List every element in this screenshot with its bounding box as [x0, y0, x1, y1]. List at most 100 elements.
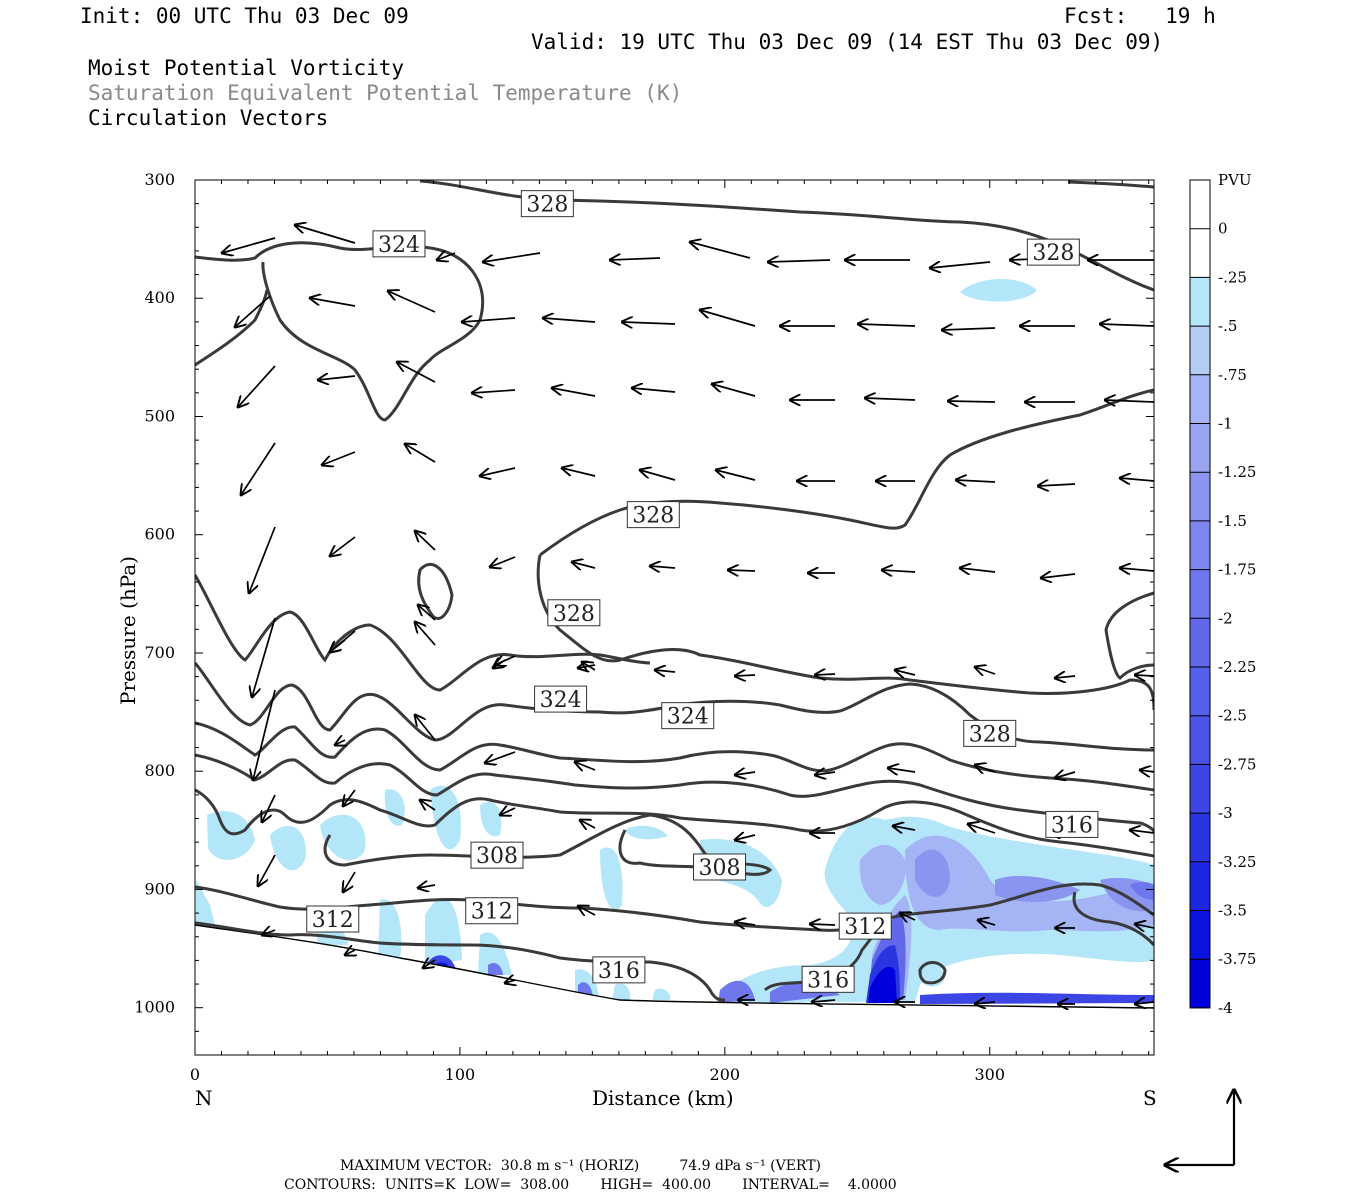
contour-label: 324	[534, 685, 588, 713]
circulation-vector	[420, 800, 436, 810]
circulation-vector	[815, 674, 836, 675]
y-tick-label: 900	[144, 879, 175, 898]
circulation-vector	[1120, 568, 1154, 571]
circulation-vector	[310, 298, 356, 307]
circulation-vector	[462, 318, 516, 322]
circulation-vector	[483, 252, 541, 262]
y-tick-label: 600	[144, 525, 175, 544]
terrain-line	[195, 924, 1154, 1009]
circulation-vector	[895, 670, 916, 675]
x-axis-label: Distance (km)	[592, 1086, 734, 1110]
colorbar-label: -3.5	[1218, 902, 1247, 920]
circulation-vector	[1105, 400, 1154, 402]
colorbar-label: -1.75	[1218, 561, 1256, 579]
colorbar-swatch	[1190, 910, 1210, 960]
circulation-vector	[948, 401, 996, 402]
circulation-vector	[865, 398, 916, 400]
init-time: Init: 00 UTC Thu 03 Dec 09	[80, 4, 409, 28]
circulation-vector	[485, 751, 516, 763]
circulation-vector	[415, 622, 436, 646]
colorbar-swatch	[1190, 959, 1210, 1008]
circulation-vector	[578, 906, 596, 915]
contour-label: 328	[1026, 238, 1080, 266]
svg-text:316: 316	[598, 959, 640, 984]
colorbar-label: -1.25	[1218, 463, 1256, 481]
circulation-vector	[238, 365, 276, 407]
circulation-vector	[262, 930, 276, 935]
pv-shading	[196, 278, 1154, 1004]
circulation-vector	[318, 376, 356, 380]
colorbar-label: 0	[1218, 220, 1228, 238]
contour-label: 308	[693, 853, 747, 881]
circulation-vector	[295, 225, 356, 244]
circulation-vector	[1055, 676, 1076, 678]
circulation-vector	[978, 920, 996, 925]
circulation-vector	[258, 854, 276, 886]
contour-label: 316	[801, 965, 855, 993]
colorbar-swatch	[1190, 861, 1210, 911]
x-tick-label: 300	[974, 1065, 1005, 1084]
circulation-vector	[1120, 478, 1154, 481]
svg-text:324: 324	[378, 233, 420, 258]
contour-label: 324	[372, 230, 426, 258]
x-tick-label: 200	[710, 1065, 741, 1084]
circulation-vector	[262, 794, 276, 822]
colorbar-swatch	[1190, 374, 1210, 424]
circulation-vector	[343, 871, 356, 892]
colorbar-label: -.75	[1218, 366, 1247, 384]
colorbar-swatch	[1190, 569, 1210, 619]
colorbar-swatch	[1190, 277, 1210, 327]
circulation-vector	[768, 260, 831, 262]
circulation-vector	[572, 562, 596, 568]
circulation-vector	[888, 768, 916, 772]
circulation-vector	[968, 824, 996, 834]
circulation-vector	[437, 253, 456, 260]
circulation-vector	[322, 451, 356, 465]
circulation-vector	[252, 617, 276, 697]
colorbar-swatch	[1190, 423, 1210, 473]
circulation-vector	[810, 924, 836, 925]
svg-text:324: 324	[540, 688, 582, 713]
colorbar-swatch	[1190, 472, 1210, 521]
y-tick-label: 1000	[134, 998, 175, 1017]
reference-vector	[1165, 1090, 1234, 1165]
contour-label: 328	[963, 719, 1017, 747]
circulation-vector	[1135, 1002, 1154, 1004]
circulation-vector	[1135, 675, 1154, 676]
field-title-theta-es: Saturation Equivalent Potential Temperat…	[88, 81, 683, 105]
circulation-vector	[415, 715, 436, 741]
colorbar-label: -2.5	[1218, 707, 1247, 725]
circulation-vector	[241, 442, 276, 495]
circulation-vector	[423, 960, 436, 968]
circulation-vector	[942, 328, 996, 330]
y-tick-label: 800	[144, 761, 175, 780]
y-tick-label: 700	[144, 643, 175, 662]
svg-text:312: 312	[471, 900, 513, 925]
circulation-vector	[397, 362, 436, 383]
circulation-vector	[735, 922, 756, 925]
circulation-vector	[330, 536, 356, 556]
circulation-vector	[735, 675, 756, 676]
colorbar-swatch	[1190, 618, 1210, 667]
plot-frame	[194, 179, 1155, 1056]
colorbar-swatch	[1190, 813, 1210, 862]
circulation-vector	[700, 310, 756, 327]
forecast-hour: Fcst: 19 h	[1064, 4, 1216, 28]
colorbar-swatch	[1190, 326, 1210, 375]
svg-text:328: 328	[1032, 241, 1074, 266]
circulation-vector	[505, 980, 515, 983]
colorbar-label: -1	[1218, 415, 1233, 433]
y-tick-label: 400	[144, 288, 175, 307]
circulation-vector	[253, 689, 276, 780]
circulation-vector	[1038, 484, 1076, 486]
circulation-vector	[975, 667, 996, 674]
circulation-vector	[735, 835, 756, 840]
contour-labels: 328 324 328 328 328 324 324 328 316 308 308 312 312 3…	[306, 190, 1099, 993]
south-label: S	[1143, 1086, 1157, 1110]
circulation-vector	[578, 665, 596, 668]
valid-time: Valid: 19 UTC Thu 03 Dec 09 (14 EST Thu …	[531, 30, 1164, 54]
colorbar-label: -2	[1218, 609, 1233, 627]
circulation-vector	[249, 526, 276, 593]
contour-label: 312	[306, 905, 360, 933]
colorbar-label: -3.75	[1218, 950, 1256, 968]
